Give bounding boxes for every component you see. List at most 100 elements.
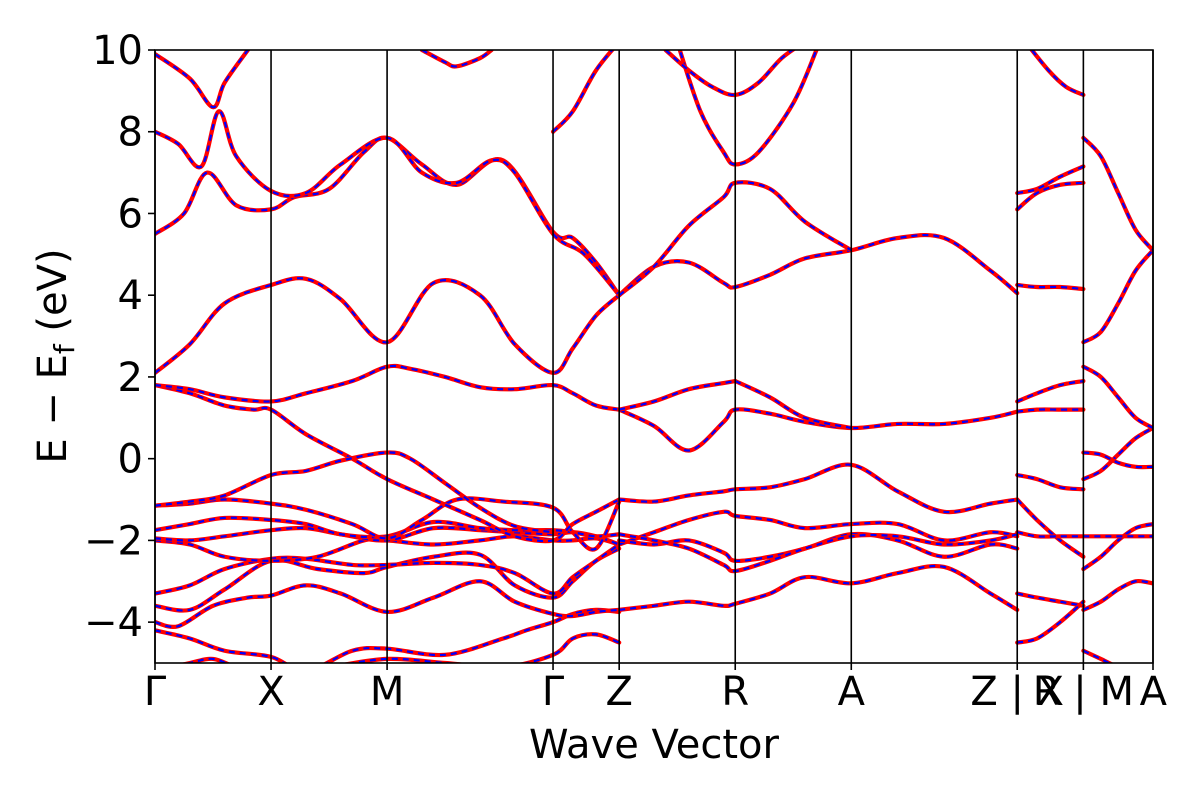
band-25-solid bbox=[617, 378, 738, 412]
band-26 bbox=[733, 378, 854, 431]
band-17-solid bbox=[419, 50, 494, 69]
band-49-dashed bbox=[1082, 137, 1153, 251]
band-34-dashed bbox=[1017, 600, 1085, 644]
band-33-dashed bbox=[1017, 592, 1084, 607]
band-25-dashed bbox=[618, 379, 736, 411]
band-39-solid bbox=[1015, 180, 1086, 212]
band-40 bbox=[1015, 164, 1086, 196]
x-axis-title: Wave Vector bbox=[529, 722, 780, 768]
band-11-dashed bbox=[155, 364, 620, 411]
band-36-solid bbox=[1015, 378, 1086, 404]
band-24-dashed bbox=[618, 408, 1018, 452]
band-29 bbox=[677, 50, 819, 167]
band-19 bbox=[617, 462, 1020, 515]
band-50-dashed bbox=[1082, 649, 1112, 663]
band-17-dashed bbox=[421, 50, 493, 68]
bands-layer bbox=[155, 50, 1153, 663]
x-tick-label-5: Z bbox=[605, 669, 632, 715]
x-tick-label-6: R bbox=[721, 669, 749, 715]
band-50 bbox=[1081, 648, 1114, 663]
band-49 bbox=[1081, 135, 1153, 253]
band-31 bbox=[1015, 497, 1086, 559]
band-28 bbox=[617, 180, 854, 298]
band-43-dashed bbox=[1082, 522, 1153, 570]
band-35-dashed bbox=[1017, 473, 1084, 491]
band-41 bbox=[1029, 50, 1086, 98]
band-43 bbox=[1081, 521, 1153, 572]
band-48 bbox=[1081, 248, 1153, 345]
band-27 bbox=[617, 232, 1020, 298]
band-34-solid bbox=[1015, 599, 1086, 645]
band-16-solid bbox=[155, 50, 250, 110]
y-tick-label-8: 10 bbox=[92, 28, 143, 74]
band-39-dashed bbox=[1016, 181, 1084, 211]
band-42 bbox=[1081, 578, 1153, 612]
band-47 bbox=[1081, 364, 1153, 431]
band-40-dashed bbox=[1017, 165, 1084, 195]
band-33 bbox=[1015, 591, 1086, 608]
band-13 bbox=[155, 276, 622, 375]
band-18-dashed bbox=[552, 50, 614, 133]
band-28-dashed bbox=[618, 181, 852, 297]
band-5 bbox=[155, 542, 622, 596]
band-21-dashed bbox=[619, 532, 1018, 563]
band-23 bbox=[617, 532, 1020, 574]
band-29-dashed bbox=[678, 50, 818, 166]
y-tick-label-4: 2 bbox=[118, 355, 143, 401]
band-45-dashed bbox=[1082, 427, 1153, 481]
band-9 bbox=[155, 496, 622, 552]
plot-frame bbox=[154, 49, 1154, 664]
band-36-dashed bbox=[1016, 379, 1084, 403]
band-46 bbox=[1081, 450, 1153, 470]
band-19-dashed bbox=[619, 463, 1018, 514]
y-tick-label-2: −2 bbox=[84, 518, 143, 564]
band-32-dashed bbox=[1016, 531, 1084, 538]
y-tick-label-3: 0 bbox=[118, 437, 143, 483]
band-1-dashed bbox=[184, 633, 620, 663]
band-16 bbox=[155, 50, 250, 110]
band-11 bbox=[155, 363, 622, 412]
band-4 bbox=[155, 546, 622, 613]
band-18 bbox=[550, 50, 615, 134]
band-42-dashed bbox=[1082, 579, 1153, 611]
band-34 bbox=[1015, 599, 1086, 645]
band-16-dashed bbox=[155, 50, 249, 109]
band-45 bbox=[1081, 425, 1153, 482]
x-tick-label-9: R | M bbox=[1033, 669, 1134, 715]
band-38 bbox=[1015, 282, 1086, 292]
band-9-dashed bbox=[155, 497, 621, 551]
y-axis-title-main: E − E bbox=[30, 354, 76, 464]
band-5-dashed bbox=[155, 543, 620, 595]
band-35-solid bbox=[1015, 472, 1086, 492]
band-38-dashed bbox=[1017, 283, 1084, 291]
y-axis-ticks: −4 −2 0 2 4 6 8 10 bbox=[84, 28, 155, 646]
band-24 bbox=[617, 407, 1020, 453]
x-tick-label-1: Γ bbox=[144, 669, 167, 715]
y-axis-title-unit: (eV) bbox=[30, 248, 76, 344]
band-26-dashed bbox=[734, 380, 852, 430]
y-tick-label-7: 8 bbox=[118, 110, 143, 156]
band-22 bbox=[617, 564, 1020, 612]
band-41-dashed bbox=[1030, 50, 1084, 96]
band-6 bbox=[155, 534, 622, 563]
band-47-dashed bbox=[1082, 365, 1153, 429]
band-23-dashed bbox=[618, 533, 1018, 573]
band-30-dashed bbox=[664, 50, 795, 97]
band-35 bbox=[1015, 472, 1086, 492]
band-36 bbox=[1015, 378, 1086, 404]
y-axis-title: E − Ef (eV) bbox=[30, 248, 81, 463]
x-tick-label-8: Z | X bbox=[970, 669, 1064, 715]
y-tick-label-6: 6 bbox=[118, 191, 143, 237]
band-20 bbox=[617, 509, 1020, 547]
band-22-dashed bbox=[619, 565, 1018, 611]
band-39 bbox=[1015, 180, 1086, 212]
band-6-dashed bbox=[155, 535, 620, 562]
y-tick-label-5: 4 bbox=[118, 273, 143, 319]
x-tick-label-4: Γ bbox=[542, 669, 565, 715]
y-axis-title-subscript: f bbox=[48, 343, 81, 354]
x-tick-label-10: A bbox=[1140, 669, 1168, 715]
band-37 bbox=[1015, 407, 1086, 414]
band-4-dashed bbox=[155, 547, 620, 612]
band-48-dashed bbox=[1082, 249, 1153, 344]
